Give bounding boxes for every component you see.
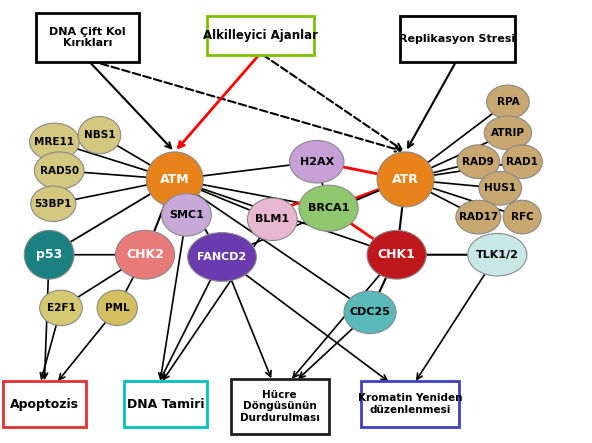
Text: ATM: ATM bbox=[160, 173, 189, 186]
Ellipse shape bbox=[456, 200, 501, 234]
Ellipse shape bbox=[24, 230, 74, 279]
FancyBboxPatch shape bbox=[231, 379, 329, 434]
Ellipse shape bbox=[377, 152, 434, 207]
Text: CHK2: CHK2 bbox=[126, 248, 164, 261]
Ellipse shape bbox=[188, 233, 256, 281]
Ellipse shape bbox=[299, 185, 358, 231]
Ellipse shape bbox=[367, 230, 426, 279]
Text: HUS1: HUS1 bbox=[484, 183, 516, 193]
Text: BLM1: BLM1 bbox=[255, 214, 289, 224]
Text: 53BP1: 53BP1 bbox=[34, 199, 72, 209]
Ellipse shape bbox=[247, 198, 297, 241]
Ellipse shape bbox=[40, 290, 82, 326]
Ellipse shape bbox=[115, 230, 175, 279]
Text: p53: p53 bbox=[36, 248, 62, 261]
Text: FANCD2: FANCD2 bbox=[197, 252, 247, 262]
Ellipse shape bbox=[484, 116, 532, 150]
Ellipse shape bbox=[502, 145, 542, 179]
Text: H2AX: H2AX bbox=[300, 157, 334, 167]
Text: E2F1: E2F1 bbox=[47, 303, 75, 313]
Text: Hücre
Döngüsünün
Durdurulması: Hücre Döngüsünün Durdurulması bbox=[240, 390, 320, 423]
Text: RAD50: RAD50 bbox=[40, 166, 79, 175]
Text: Replikasyon Stresi: Replikasyon Stresi bbox=[399, 34, 516, 44]
Text: DNA Çift Kol
Kırıkları: DNA Çift Kol Kırıkları bbox=[49, 27, 126, 48]
Ellipse shape bbox=[162, 194, 211, 236]
Ellipse shape bbox=[97, 290, 137, 326]
Text: NBS1: NBS1 bbox=[83, 130, 115, 140]
Ellipse shape bbox=[34, 152, 84, 189]
Text: RPA: RPA bbox=[497, 97, 519, 107]
Text: TLK1/2: TLK1/2 bbox=[476, 250, 519, 260]
Text: RFC: RFC bbox=[511, 212, 533, 222]
Ellipse shape bbox=[487, 85, 529, 119]
Text: SMC1: SMC1 bbox=[169, 210, 204, 220]
Ellipse shape bbox=[457, 145, 500, 179]
Text: ATRIP: ATRIP bbox=[491, 128, 525, 138]
FancyBboxPatch shape bbox=[124, 381, 207, 427]
Ellipse shape bbox=[146, 152, 203, 207]
Ellipse shape bbox=[289, 140, 344, 183]
Ellipse shape bbox=[78, 117, 121, 154]
Text: CHK1: CHK1 bbox=[378, 248, 416, 261]
Text: CDC25: CDC25 bbox=[349, 307, 391, 317]
Ellipse shape bbox=[30, 123, 79, 160]
FancyBboxPatch shape bbox=[361, 381, 459, 427]
Text: Alkilleyici Ajanlar: Alkilleyici Ajanlar bbox=[203, 29, 318, 42]
Ellipse shape bbox=[344, 291, 396, 334]
Ellipse shape bbox=[503, 200, 541, 234]
Text: RAD1: RAD1 bbox=[506, 157, 538, 167]
Text: MRE11: MRE11 bbox=[34, 137, 75, 147]
Text: Apoptozis: Apoptozis bbox=[10, 398, 79, 411]
Ellipse shape bbox=[479, 171, 522, 205]
Ellipse shape bbox=[31, 186, 76, 222]
FancyBboxPatch shape bbox=[400, 16, 515, 62]
Text: PML: PML bbox=[105, 303, 130, 313]
FancyBboxPatch shape bbox=[36, 13, 139, 62]
FancyBboxPatch shape bbox=[207, 16, 314, 55]
Text: BRCA1: BRCA1 bbox=[308, 203, 349, 213]
Text: DNA Tamiri: DNA Tamiri bbox=[127, 398, 204, 411]
FancyBboxPatch shape bbox=[3, 381, 86, 427]
Text: ATR: ATR bbox=[392, 173, 419, 186]
Ellipse shape bbox=[468, 233, 527, 276]
Text: Kromatin Yeniden
düzenlenmesi: Kromatin Yeniden düzenlenmesi bbox=[358, 393, 462, 415]
Text: RAD9: RAD9 bbox=[462, 157, 494, 167]
Text: RAD17: RAD17 bbox=[459, 212, 498, 222]
